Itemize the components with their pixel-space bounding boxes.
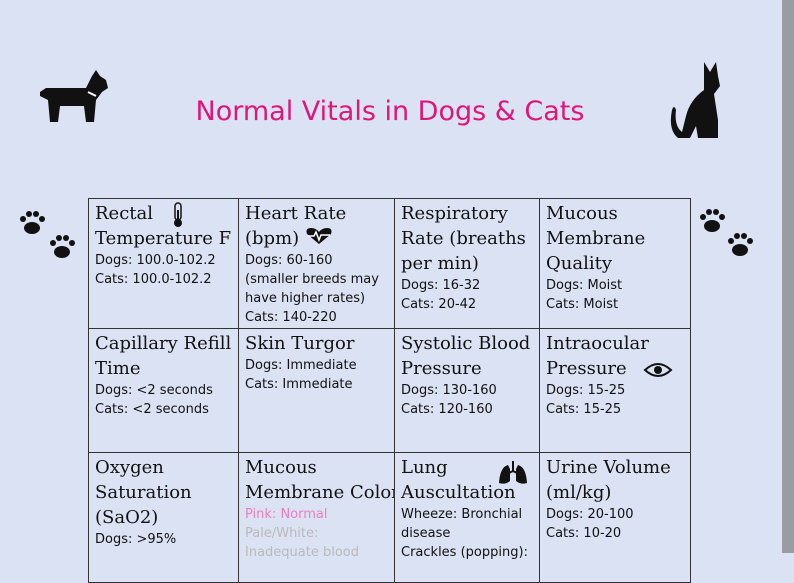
cat-icon: [670, 62, 720, 138]
cell-heading: per min): [401, 253, 479, 274]
cell-detail: disease: [401, 526, 451, 541]
title: Normal Vitals in Dogs & Cats: [195, 96, 585, 127]
cell-detail: Wheeze: Bronchial: [401, 507, 523, 522]
cell-detail: Pale/White:: [245, 526, 319, 541]
cell-heading: Urine Volume: [546, 457, 671, 478]
cell-heading: Quality: [546, 253, 612, 274]
table-cell: Heart Rate (bpm) Dogs: 60-160 (smaller bree…: [239, 199, 395, 329]
paw-icons: [20, 211, 75, 258]
cell-detail: Dogs: 60-160: [245, 253, 333, 268]
cell-detail: Cats: 100.0-102.2: [95, 272, 212, 287]
cell-detail: Cats: Moist: [546, 297, 619, 312]
cell-heading: Capillary Refill: [95, 333, 232, 354]
heart-icon: [306, 228, 332, 244]
cell-detail: Cats: <2 seconds: [95, 402, 209, 417]
cell-heading: Pressure: [546, 358, 627, 379]
cell-heading: Mucous: [245, 457, 317, 478]
cell-heading: Pressure: [401, 358, 482, 379]
table-cell: Respiratory Rate (breaths per min) Dogs: 16…: [395, 199, 540, 329]
cell-heading: Temperature F: [95, 228, 232, 249]
cell-heading: (ml/kg): [546, 482, 612, 503]
cell-detail: have higher rates): [245, 291, 366, 306]
table-cell: Mucous Membrane Quality Dogs: Moist Cats: Mo…: [540, 199, 691, 329]
eye-icon: [643, 363, 673, 377]
cell-heading: Heart Rate: [245, 203, 347, 224]
paw-icons: [700, 209, 753, 256]
table-cell: Urine Volume (ml/kg) Dogs: 20-100 Cats: 10-…: [540, 453, 691, 583]
cell-detail: Dogs: <2 seconds: [95, 383, 213, 398]
cell-detail: Cats: 20-42: [401, 297, 477, 312]
table-cell: Oxygen Saturation (SaO2) Dogs: >95%: [89, 453, 239, 583]
table-cell: Skin Turgor Dogs: Immediate Cats: Immediat…: [239, 329, 395, 453]
cell-detail: Dogs: Immediate: [245, 358, 357, 373]
cell-detail: Cats: Immediate: [245, 377, 353, 392]
cell-heading: Time: [95, 358, 141, 379]
cell-detail: Dogs: 20-100: [546, 507, 634, 522]
table-cell: Rectal Temperature F Dogs: 100.0-102.2 Cats…: [89, 199, 239, 329]
cell-heading: Rate (breaths: [401, 228, 526, 249]
cell-detail: Cats: 10-20: [546, 526, 622, 541]
cell-heading: Membrane Color: [245, 482, 395, 503]
table-cell: Intraocular Pressure Dogs: 15-25 Cats: 15-2…: [540, 329, 691, 453]
cell-detail: Dogs: 15-25: [546, 383, 626, 398]
cell-detail: Cats: 15-25: [546, 402, 622, 417]
cell-heading: Membrane: [546, 228, 646, 249]
cell-detail: Dogs: Moist: [546, 278, 623, 293]
cell-heading: Auscultation: [401, 482, 516, 503]
cell-heading: Mucous: [546, 203, 618, 224]
cell-detail: (smaller breeds may: [245, 272, 379, 287]
cell-detail: Dogs: 100.0-102.2: [95, 253, 216, 268]
cell-detail: Cats: 120-160: [401, 402, 493, 417]
cell-heading: (SaO2): [95, 507, 159, 528]
page: Normal Vitals in Dogs & Cats Rectal Tempe…: [20, 0, 794, 583]
cell-heading: Saturation: [95, 482, 192, 503]
cell-heading: Respiratory: [401, 203, 508, 224]
table-cell: Capillary Refill Time Dogs: <2 seconds Cats…: [89, 329, 239, 453]
dog-icon: [40, 70, 108, 122]
cell-heading: Lung: [401, 457, 448, 478]
cell-heading: Skin Turgor: [245, 333, 355, 354]
cell-heading: (bpm): [245, 228, 300, 249]
cell-detail: Dogs: 16-32: [401, 278, 481, 293]
cell-heading: Intraocular: [546, 333, 649, 354]
cell-heading: Systolic Blood: [401, 333, 531, 354]
cell-detail: Pink: Normal: [245, 507, 328, 522]
page-edge: [782, 0, 794, 553]
cell-detail: Cats: 140-220: [245, 310, 337, 325]
vitals-table: Rectal Temperature F Dogs: 100.0-102.2 Cats…: [88, 198, 691, 583]
table-cell: Systolic Blood Pressure Dogs: 130-160 Cats:…: [395, 329, 540, 453]
table-cell: Mucous Membrane Color Pink: Normal Pale/Whi…: [239, 453, 395, 583]
thermometer-icon: [174, 202, 182, 227]
cell-heading: Rectal: [95, 203, 154, 224]
cell-detail: Dogs: >95%: [95, 532, 177, 547]
lungs-icon: [499, 461, 527, 484]
cell-detail: Dogs: 130-160: [401, 383, 497, 398]
table-cell: Lung Auscultation Wheeze: Bronchial disease…: [395, 453, 540, 583]
cell-heading: Oxygen: [95, 457, 164, 478]
